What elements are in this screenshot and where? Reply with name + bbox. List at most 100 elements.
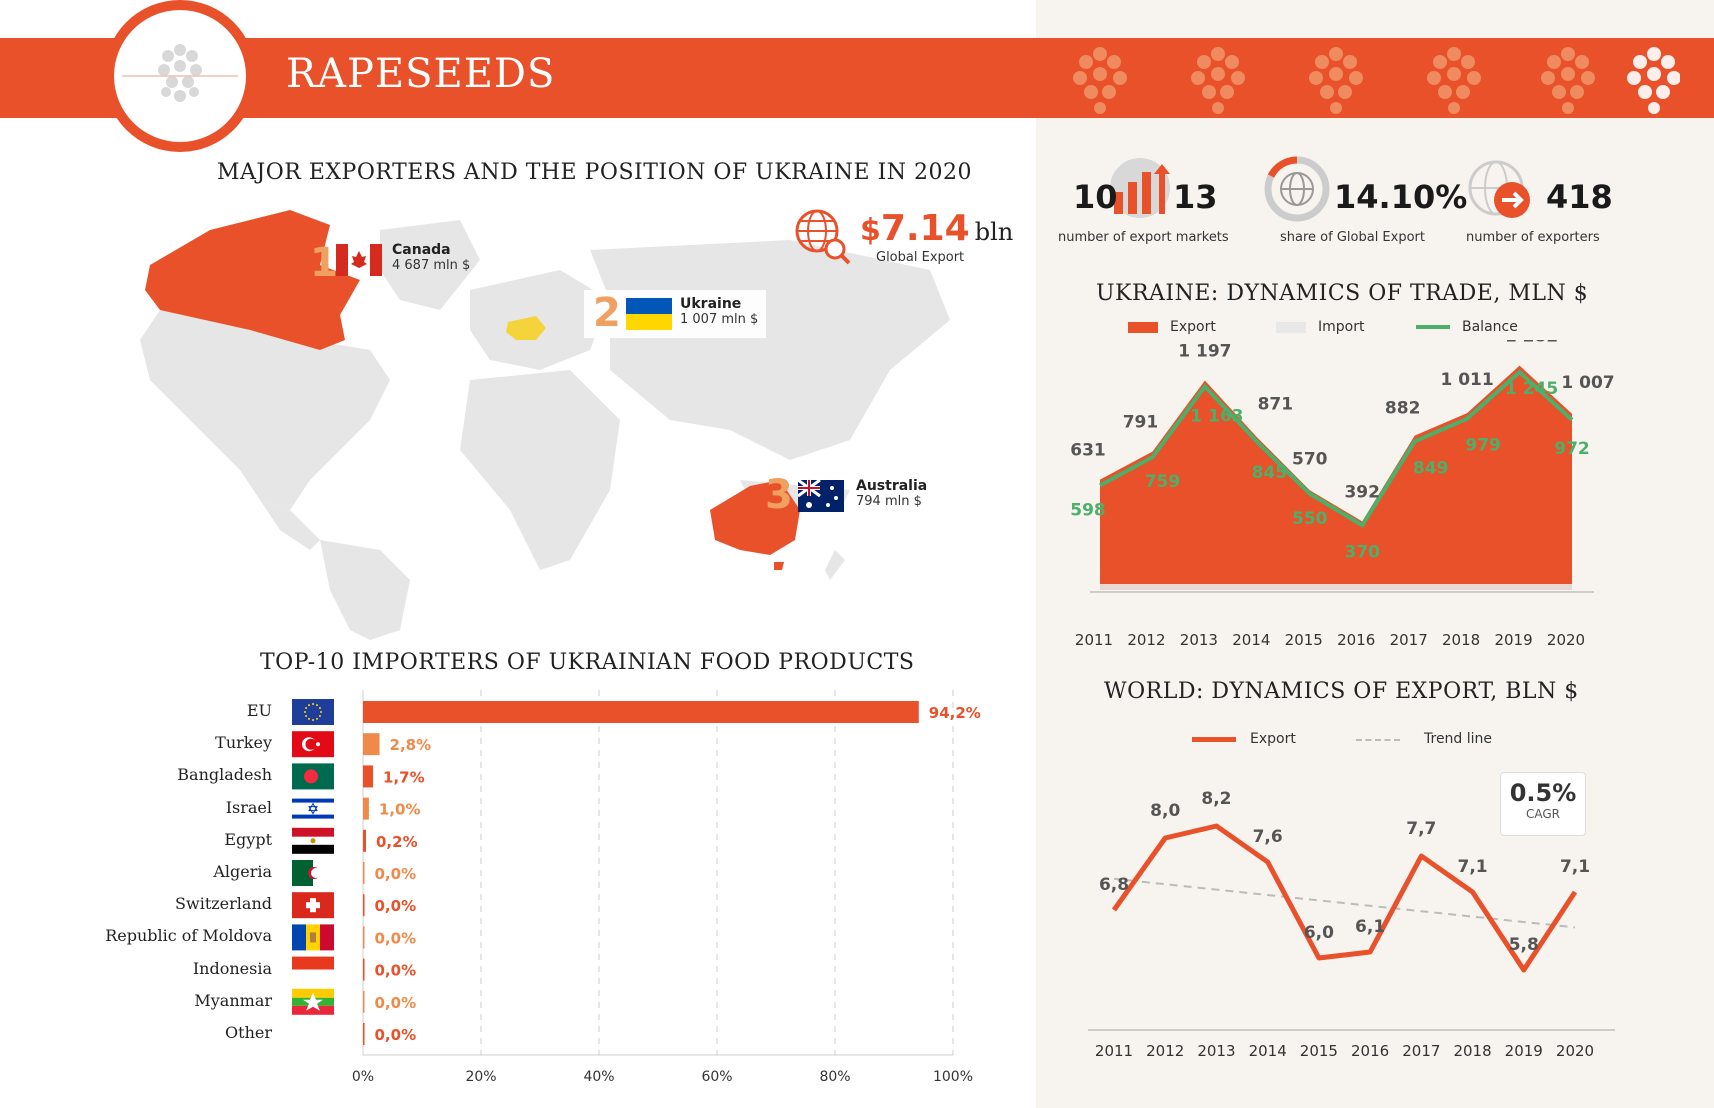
flag-egypt-icon <box>292 827 334 837</box>
export-data-label: 1 011 <box>1440 370 1493 390</box>
flag-icon <box>292 956 334 983</box>
x-tick-label: 2014 <box>1249 1042 1287 1060</box>
bar-value-label: 0,0% <box>375 994 417 1012</box>
map-tasmania <box>774 562 784 570</box>
flag-indonesia-icon <box>292 956 334 970</box>
balance-data-label: 370 <box>1344 542 1380 562</box>
map-ukraine <box>506 316 546 340</box>
label-ukraine: Ukraine 1 007 mln $ <box>680 296 759 327</box>
flag-stripe <box>292 814 334 819</box>
country-label: Turkey <box>215 733 272 753</box>
map-greenland <box>380 220 480 310</box>
flag-icon <box>292 731 334 758</box>
flag-star <box>303 992 323 1011</box>
x-tick-label: 2019 <box>1494 631 1532 649</box>
export-data-label: 791 <box>1123 413 1159 433</box>
legend-export-swatch <box>1128 322 1158 333</box>
x-tick-label: 2018 <box>1453 1042 1491 1060</box>
bar-myanmar <box>363 990 365 1013</box>
balance-data-label: 849 <box>1413 458 1449 478</box>
global-export-label: Global Export <box>876 250 965 265</box>
page-title: RAPESEEDS <box>286 51 556 97</box>
x-tick-label: 2012 <box>1146 1042 1184 1060</box>
trade-chart-title: UKRAINE: DYNAMICS OF TRADE, MLN $ <box>1096 281 1589 306</box>
map-south-america <box>320 540 410 640</box>
global-export-value: $7.14 bln <box>860 208 1014 249</box>
bar-republic-of-moldova <box>363 926 365 949</box>
country-label: Republic of Moldova <box>105 926 272 946</box>
flag-icon <box>292 763 334 790</box>
export-data-label: 882 <box>1385 399 1421 419</box>
x-tick-label: 2015 <box>1300 1042 1338 1060</box>
export-data-label: 6,0 <box>1304 923 1334 943</box>
bar-value-label: 1,0% <box>379 801 421 819</box>
bar-indonesia <box>363 958 365 981</box>
x-tick-label: 2011 <box>1095 1042 1133 1060</box>
bar-egypt <box>363 829 366 852</box>
x-tick-label: 60% <box>701 1069 732 1085</box>
flag-emblem <box>310 932 316 943</box>
legend-world-export-label: Export <box>1250 731 1296 747</box>
country-label: Algeria <box>213 862 272 881</box>
export-markets-to: 13 <box>1173 178 1218 216</box>
flag-stripe <box>292 969 334 983</box>
x-tick-label: 40% <box>583 1069 614 1085</box>
bar-value-label: 2,8% <box>390 736 432 754</box>
exporters-label: number of exporters <box>1466 230 1600 245</box>
world-chart-title: WORLD: DYNAMICS OF EXPORT, BLN $ <box>1104 679 1579 704</box>
map-canada <box>145 210 360 350</box>
legend-balance-label: Balance <box>1462 319 1518 335</box>
export-data-label: 6,1 <box>1355 917 1385 937</box>
flag-icon <box>292 699 334 725</box>
bar-other <box>363 1023 365 1045</box>
world-map <box>140 210 950 640</box>
flag-stripe <box>292 1005 334 1015</box>
export-data-label: 1 282 <box>1505 340 1558 347</box>
global-share-icon <box>1264 156 1330 222</box>
export-data-label: 570 <box>1292 449 1328 469</box>
country-label: Israel <box>225 797 272 817</box>
balance-data-label: 979 <box>1465 436 1501 456</box>
export-data-label: 1 197 <box>1178 342 1231 362</box>
country-label: Egypt <box>224 829 272 849</box>
legend-trend-swatch <box>1356 739 1400 741</box>
bar-value-label: 0,0% <box>375 897 417 915</box>
country-label: Bangladesh <box>177 765 272 785</box>
bar-bangladesh <box>363 765 374 788</box>
export-data-label: 392 <box>1344 482 1380 502</box>
flag-disc <box>304 769 318 784</box>
export-data-label: 7,1 <box>1560 857 1590 877</box>
rank-australia: 3 <box>765 472 793 518</box>
flag-cross <box>306 902 320 909</box>
x-tick-label: 2014 <box>1232 631 1270 649</box>
label-canada: Canada 4 687 mln $ <box>392 242 471 273</box>
balance-data-label: 759 <box>1145 472 1181 492</box>
flag-icon <box>292 795 334 822</box>
bar-value-label: 0,0% <box>375 1026 417 1044</box>
country-label: Indonesia <box>192 958 272 978</box>
flag-icon <box>292 860 334 886</box>
export-data-label: 7,7 <box>1406 819 1436 839</box>
flag-stripe <box>292 844 334 854</box>
flag-icon <box>292 988 334 1015</box>
flag-ukraine-icon <box>626 298 672 330</box>
export-markets-label: number of export markets <box>1058 230 1229 245</box>
flag-star <box>308 802 318 815</box>
bar-israel <box>363 797 369 820</box>
x-tick-label: 2020 <box>1556 1042 1594 1060</box>
trend-line <box>1113 877 1576 929</box>
world-export-chart: 6,8 2011 8,0 2012 8,2 2013 7,6 2014 6,0 2015 6,1 20… <box>1088 789 1615 1060</box>
flag-star <box>316 717 318 720</box>
bar-value-label: 0,0% <box>375 962 417 980</box>
bar-turkey <box>363 733 380 756</box>
flag-star <box>312 719 314 721</box>
rank-canada: 1 <box>310 240 338 286</box>
balance-data-label: 845 <box>1252 463 1288 483</box>
export-data-label: 631 <box>1070 441 1106 461</box>
flag-algeria-icon <box>292 860 313 886</box>
flag-star <box>312 703 314 705</box>
bar-algeria <box>363 862 365 884</box>
flag-moldova-icon <box>292 924 306 951</box>
bar-value-label: 1,7% <box>383 768 425 786</box>
importers-chart: 0% 20% 40% 60% 80% 100% 94,2% 2,8% 1,7% 1,0% 0,2% 0… <box>292 690 981 1085</box>
